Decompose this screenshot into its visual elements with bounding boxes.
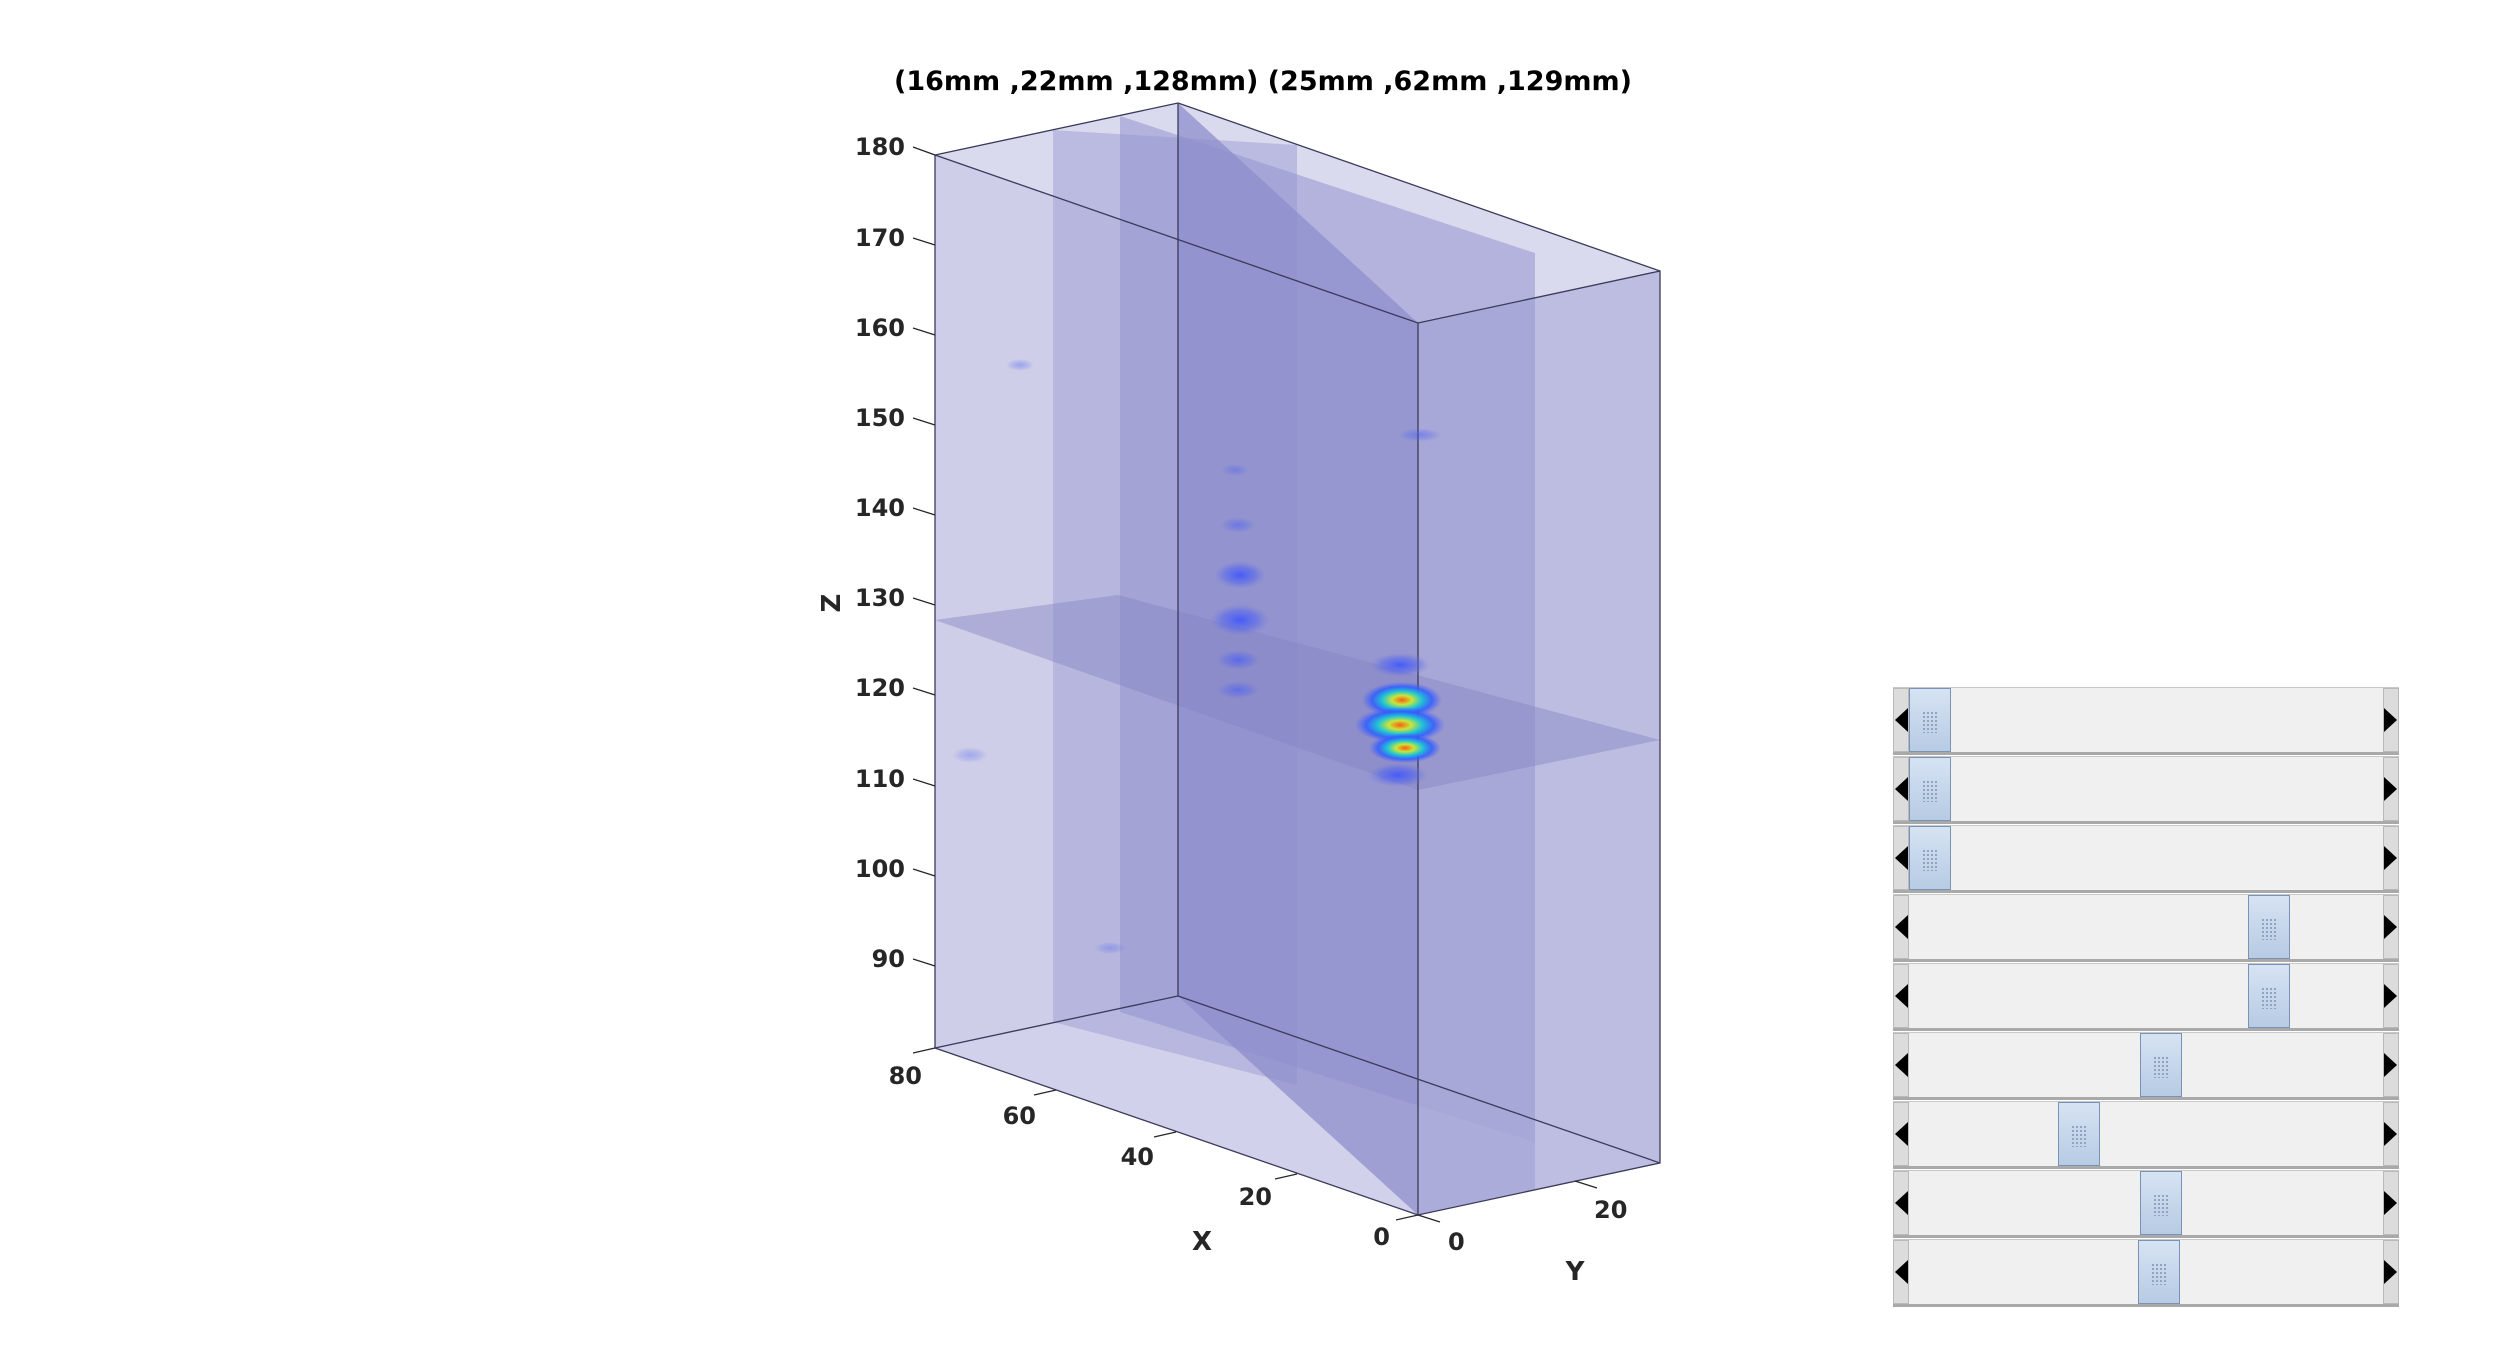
central-plane — [1178, 103, 1418, 1215]
left-arrow-icon — [1895, 984, 1908, 1008]
hotspot — [1355, 653, 1445, 787]
left-arrow-icon — [1895, 1260, 1908, 1284]
slider-right-arrow-button[interactable] — [2383, 757, 2399, 821]
slider-right-arrow-button[interactable] — [2383, 895, 2399, 959]
slider-right-arrow-button[interactable] — [2383, 964, 2399, 1028]
slider-2[interactable] — [1893, 756, 2399, 824]
slider-right-arrow-button[interactable] — [2383, 1102, 2399, 1166]
grip-icon — [2153, 1194, 2170, 1216]
slider-thumb[interactable] — [2137, 1240, 2180, 1304]
slider-right-arrow-button[interactable] — [2383, 1171, 2399, 1235]
left-arrow-icon — [1895, 1053, 1908, 1077]
slider-5[interactable] — [1893, 963, 2399, 1031]
grip-icon — [2261, 987, 2278, 1009]
slider-right-arrow-button[interactable] — [2383, 826, 2399, 890]
slider-right-arrow-button[interactable] — [2383, 1033, 2399, 1097]
z-tick-label: 150 — [855, 404, 905, 432]
slider-1[interactable] — [1893, 687, 2399, 755]
y-tick-label: 20 — [1594, 1196, 1627, 1224]
slider-thumb[interactable] — [2248, 964, 2291, 1028]
slider-left-arrow-button[interactable] — [1893, 1102, 1909, 1166]
slider-4[interactable] — [1893, 894, 2399, 962]
slider-panel — [1893, 687, 2400, 1312]
slider-thumb[interactable] — [1909, 757, 1951, 821]
left-arrow-icon — [1895, 708, 1908, 732]
z-tick-label: 130 — [855, 584, 905, 612]
grip-icon — [2153, 1056, 2170, 1078]
slider-left-arrow-button[interactable] — [1893, 688, 1909, 752]
slider-right-arrow-button[interactable] — [2383, 1240, 2399, 1304]
slider-right-arrow-button[interactable] — [2383, 688, 2399, 752]
right-arrow-icon — [2384, 708, 2397, 732]
slider-left-arrow-button[interactable] — [1893, 757, 1909, 821]
plot-title: (16mm ,22mm ,128mm) (25mm ,62mm ,129mm) — [894, 66, 1632, 97]
x-tick-label: 0 — [1373, 1223, 1390, 1251]
grip-icon — [2071, 1125, 2088, 1147]
slider-left-arrow-button[interactable] — [1893, 964, 1909, 1028]
slider-left-arrow-button[interactable] — [1893, 1033, 1909, 1097]
x-tick-label: 60 — [1003, 1102, 1036, 1130]
right-arrow-icon — [2384, 915, 2397, 939]
faint-signal — [952, 359, 1442, 954]
slider-thumb[interactable] — [1909, 826, 1951, 890]
slider-7[interactable] — [1893, 1101, 2399, 1169]
right-arrow-icon — [2384, 1122, 2397, 1146]
z-tick-label: 160 — [855, 314, 905, 342]
y-tick-label: 0 — [1448, 1228, 1465, 1256]
slider-left-arrow-button[interactable] — [1893, 1240, 1909, 1304]
right-arrow-icon — [2384, 1053, 2397, 1077]
x-tick-label: 20 — [1239, 1183, 1272, 1211]
slider-thumb[interactable] — [2140, 1171, 2183, 1235]
grip-icon — [2261, 918, 2278, 940]
x-tick-label: 40 — [1121, 1143, 1154, 1171]
z-tick-label: 140 — [855, 494, 905, 522]
left-arrow-icon — [1895, 846, 1908, 870]
x-axis: 0 20 40 60 80 X — [889, 1047, 1419, 1257]
left-arrow-icon — [1895, 1191, 1908, 1215]
x-tick-label: 80 — [889, 1062, 922, 1090]
volume-box — [934, 102, 1661, 1216]
slider-8[interactable] — [1893, 1170, 2399, 1238]
slider-left-arrow-button[interactable] — [1893, 895, 1909, 959]
grip-icon — [1922, 711, 1938, 733]
z-tick-label: 110 — [855, 765, 905, 793]
slider-thumb[interactable] — [1909, 688, 1951, 752]
slider-thumb[interactable] — [2058, 1102, 2101, 1166]
grip-icon — [2150, 1263, 2167, 1285]
slider-9[interactable] — [1893, 1239, 2399, 1307]
right-arrow-icon — [2384, 1260, 2397, 1284]
z-tick-label: 170 — [855, 224, 905, 252]
z-tick-label: 100 — [855, 855, 905, 883]
left-arrow-icon — [1895, 777, 1908, 801]
y-axis: 0 20 Y — [1417, 1180, 1627, 1287]
right-arrow-icon — [2384, 777, 2397, 801]
slider-thumb[interactable] — [2248, 895, 2291, 959]
right-arrow-icon — [2384, 1191, 2397, 1215]
right-inner-slab — [1418, 297, 1535, 1215]
left-arrow-icon — [1895, 1122, 1908, 1146]
y-axis-label: Y — [1565, 1257, 1586, 1287]
grip-icon — [1922, 849, 1938, 871]
slider-6[interactable] — [1893, 1032, 2399, 1100]
slider-left-arrow-button[interactable] — [1893, 826, 1909, 890]
z-axis: 180 170 160 150 140 130 120 110 100 90 Z — [817, 133, 936, 973]
slider-3[interactable] — [1893, 825, 2399, 893]
grip-icon — [1922, 780, 1938, 802]
left-arrow-icon — [1895, 915, 1908, 939]
z-axis-label: Z — [817, 594, 847, 613]
slider-left-arrow-button[interactable] — [1893, 1171, 1909, 1235]
z-tick-label: 180 — [855, 133, 905, 161]
horizontal-plane — [935, 595, 1660, 790]
right-arrow-icon — [2384, 846, 2397, 870]
slider-thumb[interactable] — [2140, 1033, 2183, 1097]
z-tick-label: 90 — [872, 945, 905, 973]
right-arrow-icon — [2384, 984, 2397, 1008]
x-axis-label: X — [1192, 1227, 1212, 1257]
z-tick-label: 120 — [855, 674, 905, 702]
